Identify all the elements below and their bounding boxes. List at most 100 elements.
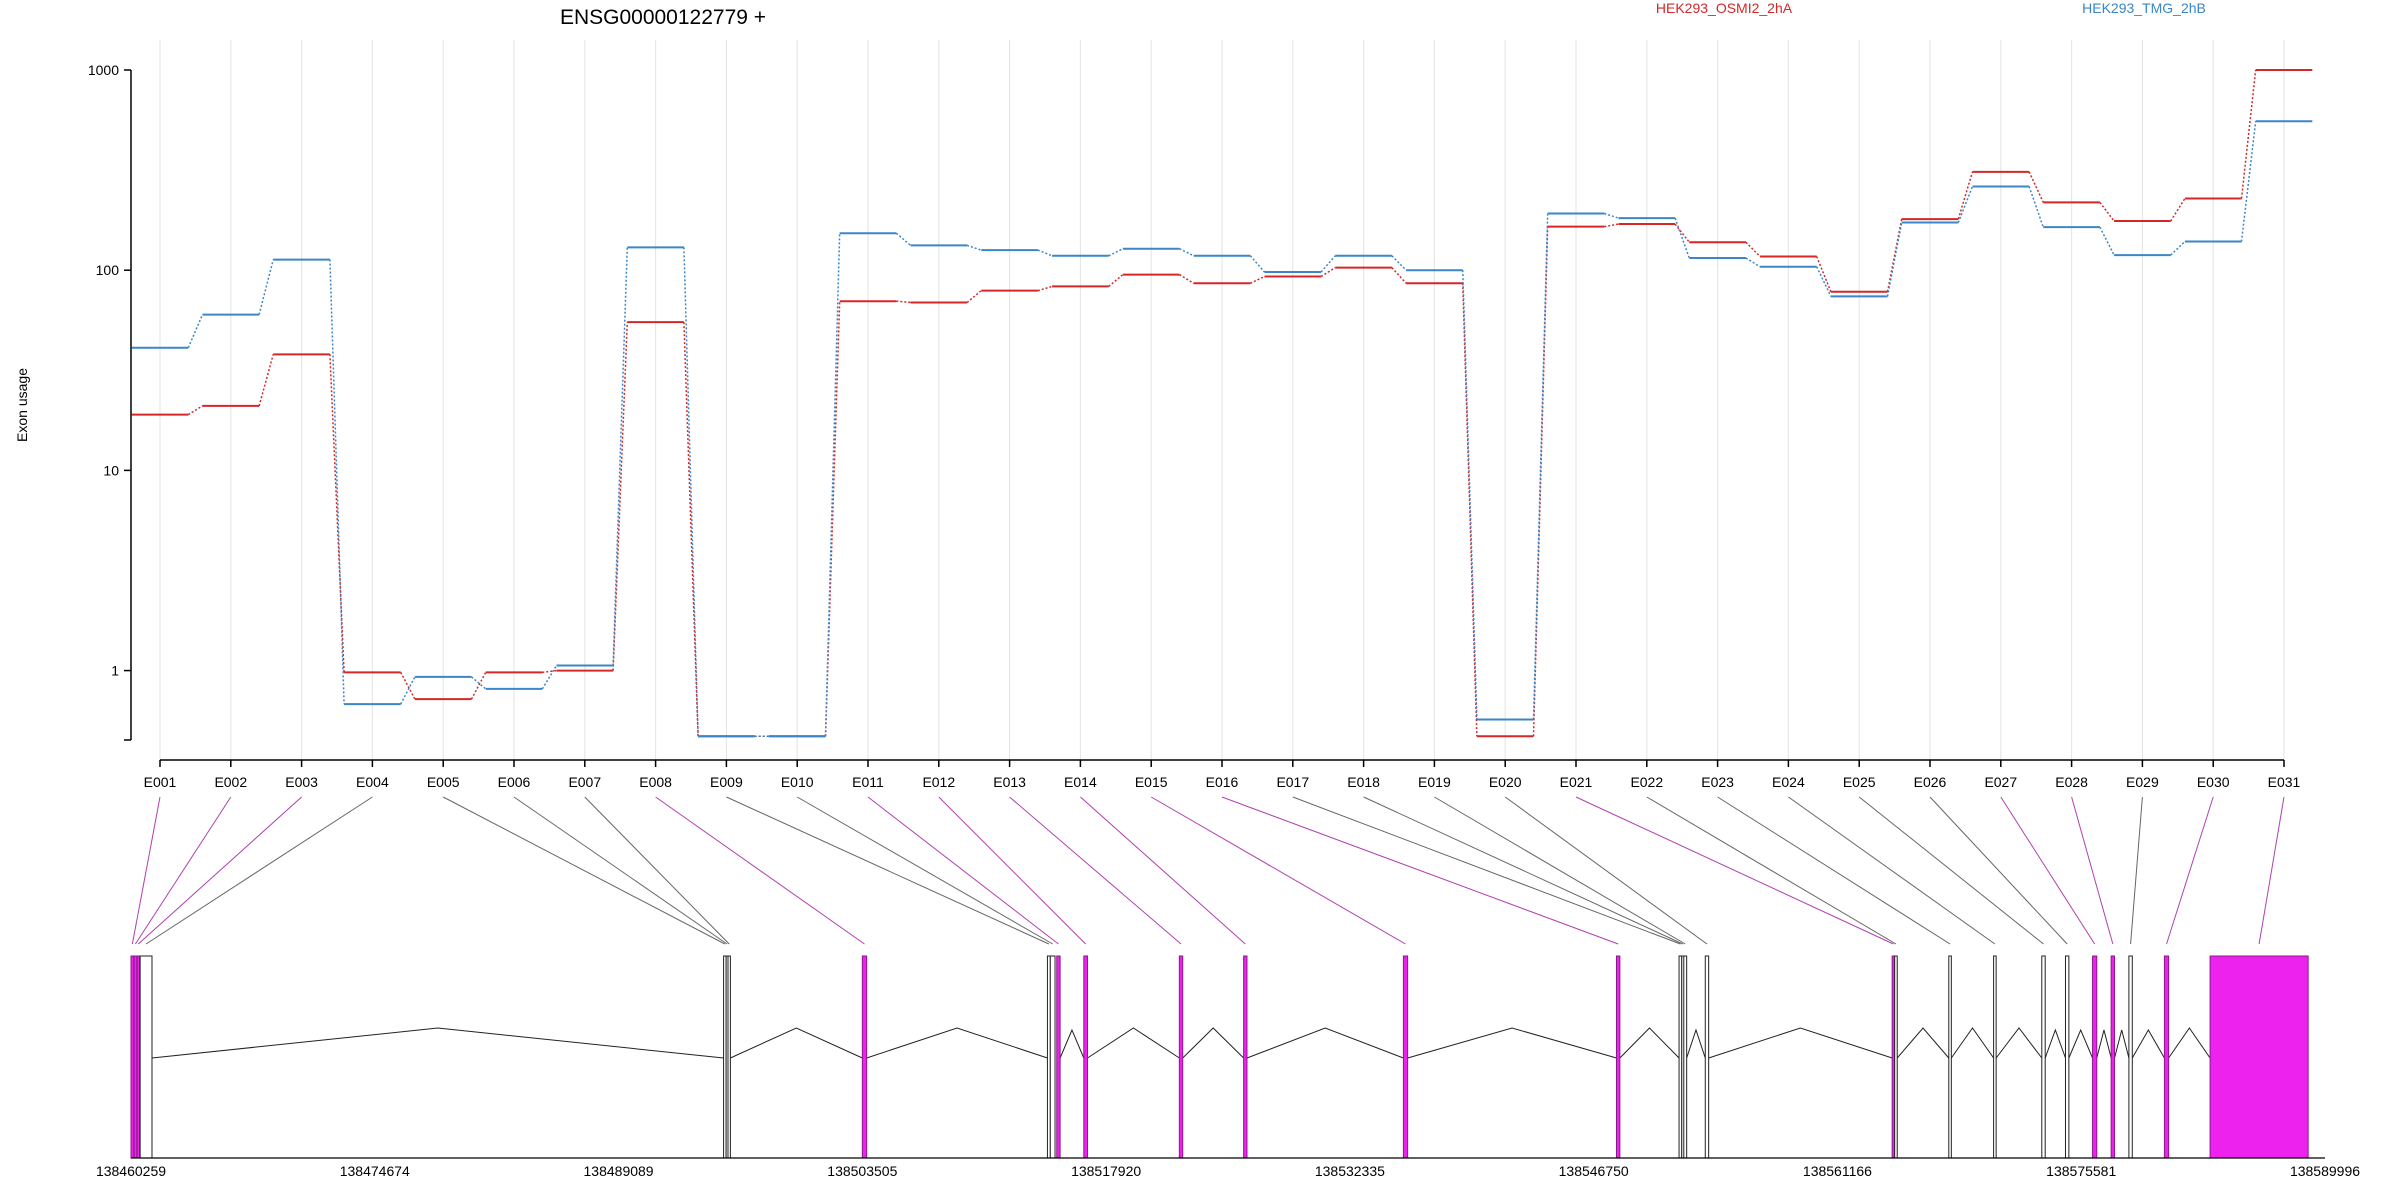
intron-line	[1950, 1027, 1995, 1059]
intron-line	[1896, 1027, 1950, 1059]
x-tick-label: E001	[144, 774, 177, 790]
genomic-tick-label: 138517920	[1071, 1163, 1141, 1179]
series-1-connector	[1179, 274, 1195, 284]
series-1-connector	[1604, 223, 1619, 228]
legend-entry-2: HEK293_TMG_2hB	[2082, 0, 2206, 16]
exon-connector-E009	[726, 796, 1050, 945]
series-2-connector	[1816, 266, 1832, 297]
x-tick-label: E009	[710, 774, 743, 790]
exon-block-E011	[1056, 955, 1061, 1159]
exon-connector-E024	[1788, 796, 1996, 945]
x-tick-label: E008	[639, 774, 672, 790]
exon-block-E003	[136, 955, 141, 1159]
exon-connector-E012	[938, 796, 1087, 945]
y-tick-label: 1	[111, 663, 119, 679]
series-1-connector	[1461, 283, 1478, 737]
exon-connector-E008	[655, 796, 865, 945]
series-2-connector	[966, 244, 982, 251]
intron-line	[1619, 1027, 1680, 1059]
series-1-connector	[1037, 285, 1053, 292]
exon-block-E010	[1049, 955, 1056, 1159]
series-2-connector	[612, 247, 629, 666]
vertical-gridlines	[159, 40, 2285, 760]
series-2-connector	[1461, 270, 1478, 720]
series-1-connector	[400, 671, 416, 700]
exon-block-E001	[130, 955, 135, 1159]
series-2-connector	[1745, 257, 1761, 268]
exon-block-E007	[727, 955, 731, 1159]
series-1-connector	[1108, 274, 1124, 287]
series-1-connector	[2028, 171, 2044, 203]
genomic-axis: 138460259 138474674 138489089 138503505 1385…	[96, 1157, 2360, 1179]
series-2-connector	[1886, 222, 1903, 297]
x-tick-label: E005	[427, 774, 460, 790]
series-2-connector	[895, 232, 911, 246]
series-2-connector	[1179, 248, 1195, 257]
intron-line	[1686, 1028, 1706, 1059]
x-tick-label: E006	[498, 774, 531, 790]
intron-line	[151, 1027, 724, 1059]
genomic-tick-label: 138489089	[584, 1163, 654, 1179]
exon-connector-E014	[1080, 796, 1246, 945]
series-2	[131, 120, 2313, 738]
series-2-connector	[187, 314, 204, 349]
series-2-connector	[2170, 241, 2186, 256]
series-1-connector	[1320, 266, 1336, 278]
x-tick-label: E031	[2268, 774, 2301, 790]
exon-connector-E017	[1292, 796, 1681, 945]
exon-block-E013	[1178, 955, 1184, 1159]
exon-connector-E013	[1009, 796, 1182, 945]
x-tick-label: E003	[285, 774, 318, 790]
x-tick-label: E017	[1276, 774, 1309, 790]
intron-line	[2114, 1029, 2130, 1059]
x-tick-label: E029	[2126, 774, 2159, 790]
exon-connector-E021	[1575, 796, 1894, 945]
exon-connector-E018	[1363, 796, 1683, 945]
series-1-connector	[1886, 218, 1903, 292]
exon-connector-E031	[2258, 796, 2285, 945]
series-1-connector	[2099, 201, 2115, 222]
exon-connector-E026	[1929, 796, 2068, 945]
exon-block-E022	[1894, 955, 1898, 1159]
genomic-tick-label: 138474674	[340, 1163, 410, 1179]
series-1-connector	[258, 354, 275, 407]
intron-line	[1246, 1027, 1404, 1059]
exon-blocks	[130, 955, 2309, 1159]
exon-block-E031	[2209, 955, 2309, 1159]
y-tick-label: 100	[96, 262, 120, 278]
exon-block-E012	[1083, 955, 1089, 1159]
x-tick-label: E014	[1064, 774, 1097, 790]
series-2-connector	[471, 676, 487, 690]
genomic-tick-label: 138503505	[827, 1163, 897, 1179]
series-2-connector	[1957, 186, 1974, 223]
x-tick-label: E025	[1843, 774, 1876, 790]
exon-block-E019	[1683, 955, 1688, 1159]
series-2-connector	[1037, 249, 1053, 257]
series-2-connector	[1108, 248, 1124, 257]
series-1-connector	[1957, 171, 1974, 220]
intron-line	[1059, 1028, 1085, 1059]
series-2-connector	[1674, 217, 1690, 259]
series-1-connector	[896, 300, 911, 304]
x-tick-label: E018	[1347, 774, 1380, 790]
exon-connector-E002	[134, 796, 232, 945]
x-tick-label: E020	[1489, 774, 1522, 790]
series-1-connector	[542, 669, 557, 674]
series-2-connector	[1391, 255, 1407, 271]
x-tick-label: E012	[922, 774, 955, 790]
genomic-tick-label: 138575581	[2046, 1163, 2116, 1179]
exon-connector-E003	[137, 796, 302, 945]
x-tick-label: E021	[1560, 774, 1593, 790]
x-tick-label: E004	[356, 774, 389, 790]
series-1-connector	[1674, 223, 1690, 243]
x-tick-label: E027	[1984, 774, 2017, 790]
y-tick-label: 10	[103, 462, 119, 478]
exon-block-E025	[2041, 955, 2046, 1159]
series-2-connector	[683, 247, 699, 737]
series-1-connector	[1745, 241, 1761, 258]
series-2-connector	[258, 259, 275, 315]
exon-block-E020	[1704, 955, 1710, 1159]
x-axis: E001 E002 E003 E004 E005 E006 E007 E008 E009 E010…	[144, 759, 2301, 790]
exon-block-E004	[139, 955, 153, 1159]
